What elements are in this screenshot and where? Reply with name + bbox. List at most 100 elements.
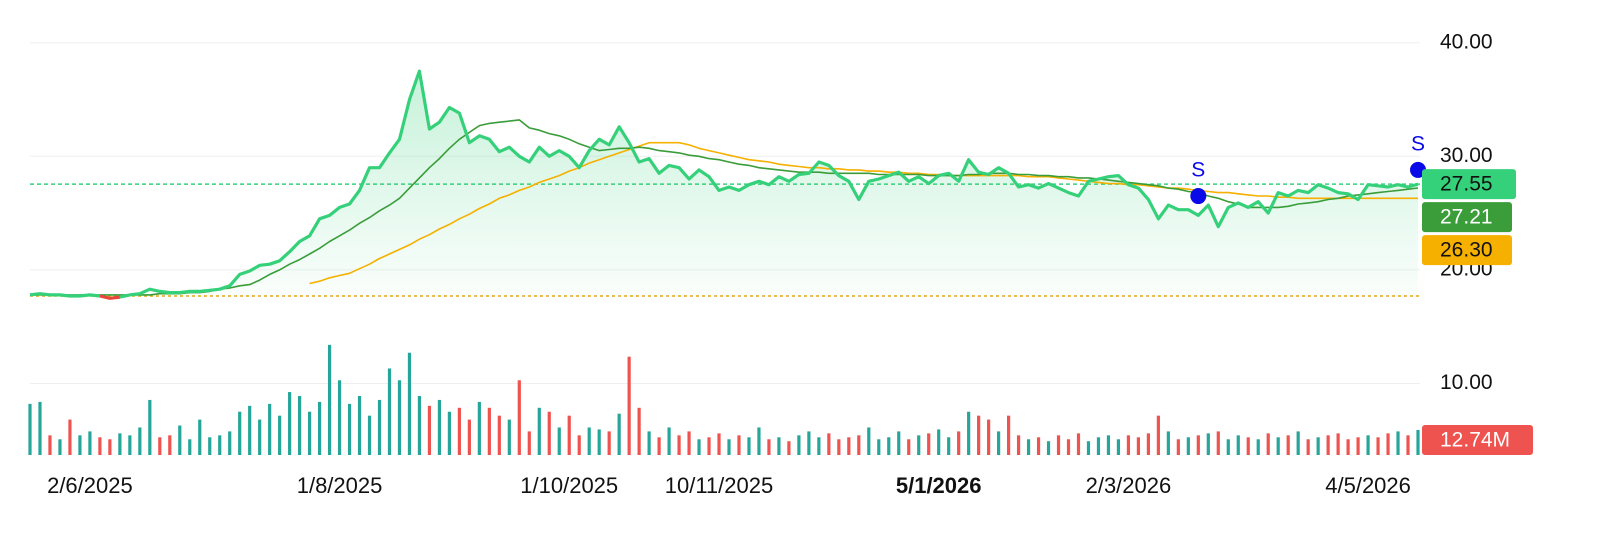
volume-bar	[1336, 433, 1340, 455]
volume-bar	[1066, 439, 1071, 455]
volume-bar	[1266, 433, 1270, 455]
volume-bar	[1106, 435, 1111, 455]
volume-bar	[637, 407, 641, 455]
volume-bar	[437, 399, 442, 455]
volume-bar	[617, 413, 621, 455]
signal-label: S	[1191, 159, 1205, 182]
x-tick-label: 2/3/2026	[1086, 473, 1172, 498]
volume-bar	[527, 431, 531, 455]
value-badge-label: 27.55	[1440, 173, 1493, 196]
volume-bar	[707, 437, 711, 455]
volume-bar	[1296, 431, 1300, 455]
volume-bar	[188, 439, 192, 455]
volume-bar	[1136, 437, 1141, 455]
volume-bar	[298, 396, 302, 455]
volume-bar	[1306, 439, 1310, 455]
volume-bar	[627, 356, 631, 455]
volume-bar	[487, 407, 491, 455]
volume-bar	[1256, 439, 1260, 455]
volume-bar	[148, 399, 152, 455]
volume-bar	[357, 396, 362, 455]
price-line	[29, 292, 101, 298]
volume-bar	[248, 405, 252, 455]
volume-bar	[767, 439, 771, 455]
volume-bar	[397, 380, 402, 455]
volume-bar	[907, 439, 911, 455]
volume-bar	[337, 380, 342, 455]
volume-bar	[697, 439, 701, 455]
volume-bar	[1126, 435, 1131, 455]
volume-bar	[128, 435, 132, 455]
moving-average-line	[309, 141, 1418, 285]
volume-bar	[1116, 439, 1121, 455]
volume-bar	[577, 435, 581, 455]
volume-bar	[737, 435, 741, 455]
volume-bar	[1396, 431, 1400, 455]
volume-bar	[1086, 441, 1091, 455]
volume-bar	[837, 439, 841, 455]
volume-bar	[1196, 435, 1200, 455]
volume-bar	[1006, 415, 1011, 455]
volume-bar	[58, 439, 62, 455]
volume-bar	[917, 435, 921, 455]
volume-bar	[797, 435, 801, 455]
volume-bar	[38, 401, 42, 455]
y-tick-label: 10.00	[1440, 371, 1493, 394]
value-badge	[1422, 169, 1516, 200]
volume-bar	[168, 435, 172, 455]
volume-bar	[457, 407, 461, 455]
volume-bar	[48, 435, 52, 455]
volume-bar	[1216, 431, 1220, 455]
volume-bar	[1026, 439, 1031, 455]
volume-bar	[657, 437, 661, 455]
volume-bar	[857, 435, 861, 455]
volume-bar	[307, 411, 312, 455]
volume-bar	[198, 419, 202, 455]
volume-bar	[427, 405, 432, 455]
volume-bar	[1376, 437, 1380, 455]
volume-bar	[178, 425, 182, 455]
volume-bar	[208, 437, 212, 455]
price-line	[99, 294, 121, 300]
volume-bar	[108, 439, 112, 455]
volume-bar	[537, 407, 541, 455]
volume-bar	[827, 433, 831, 455]
volume-bar	[367, 415, 372, 455]
volume-bar	[1276, 437, 1280, 455]
volume-bar	[218, 435, 222, 455]
volume-bar	[228, 431, 232, 455]
y-tick-label: 30.00	[1440, 144, 1493, 167]
volume-bar	[1226, 439, 1230, 455]
volume-bar	[1096, 437, 1101, 455]
moving-average-line	[30, 119, 1419, 296]
volume-bar	[1186, 437, 1190, 455]
volume-bar	[1246, 437, 1250, 455]
price-area	[30, 71, 1418, 299]
signal-marker	[1190, 188, 1207, 205]
volume-bar	[1176, 439, 1180, 455]
volume-bar	[1316, 437, 1320, 455]
volume-bar	[647, 431, 651, 455]
volume-bar	[747, 437, 751, 455]
volume-bar	[1146, 433, 1150, 455]
volume-bar	[817, 437, 821, 455]
volume-bar	[987, 419, 991, 455]
volume-bar	[417, 396, 422, 455]
volume-bar	[327, 344, 332, 455]
volume-bar	[387, 368, 392, 455]
volume-bar	[777, 437, 781, 455]
volume-bar	[288, 392, 292, 455]
volume-bar	[897, 431, 901, 455]
volume-bar	[1356, 437, 1360, 455]
volume-bar	[1416, 429, 1420, 455]
volume-bar	[28, 403, 32, 455]
volume-bar	[1036, 437, 1041, 455]
volume-bar	[507, 419, 511, 455]
volume-bar	[138, 427, 142, 455]
volume-bar	[757, 427, 761, 455]
volume-bar	[88, 431, 92, 455]
lines	[29, 69, 1419, 300]
volume-bar	[1346, 439, 1350, 455]
